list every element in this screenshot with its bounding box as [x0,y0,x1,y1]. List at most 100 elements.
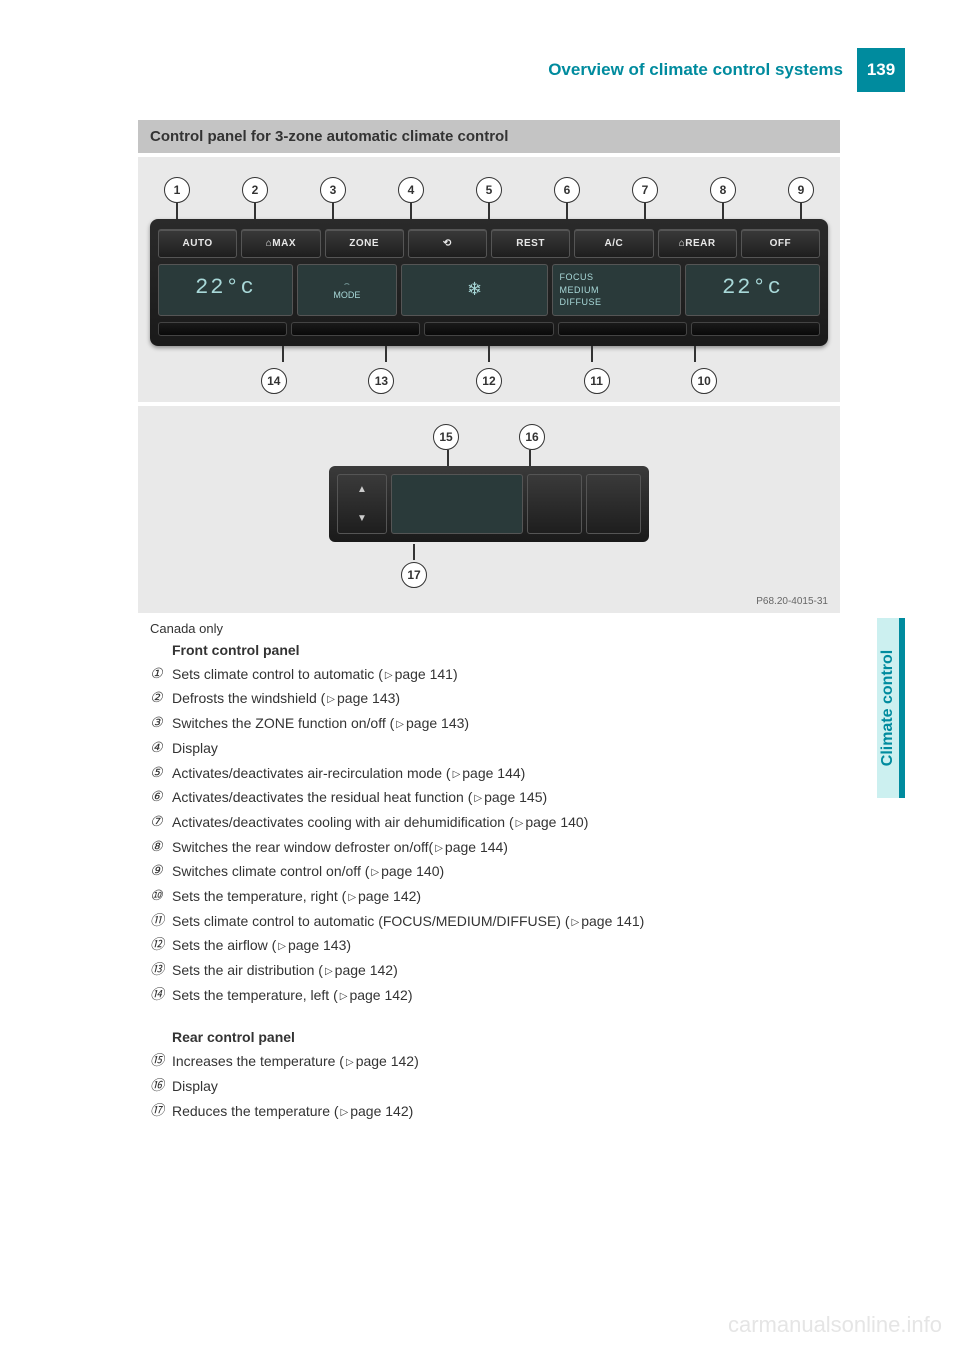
rear-defrost-button: ⌂REAR [658,229,737,258]
callout-7: 7 [632,177,658,203]
callout-9: 9 [788,177,814,203]
list-item: ⑤Activates/deactivates air-recirculation… [150,763,840,785]
list-item: ④Display [150,738,840,760]
rear-top-leads [150,450,828,466]
mode-icon: ⌢ [300,278,394,290]
top-callout-row: 1 2 3 4 5 6 7 8 9 [150,177,828,203]
list-item: ⑮Increases the temperature (▷page 142) [150,1051,840,1073]
page-number: 139 [857,48,905,92]
button-row: AUTO ⌂MAX ZONE ⟲ REST A/C ⌂REAR OFF [158,229,820,258]
item-number: ⑫ [150,935,172,957]
item-number: ⑧ [150,837,172,859]
callout-5: 5 [476,177,502,203]
item-number: ① [150,664,172,686]
item-text: Sets the air distribution (▷page 142) [172,960,398,982]
item-number: ⑬ [150,960,172,982]
item-number: ⑮ [150,1051,172,1073]
callout-16: 16 [519,424,545,450]
item-text: Switches the ZONE function on/off (▷page… [172,713,469,735]
chapter-tab: Climate control [877,618,905,798]
watermark: carmanualsonline.info [728,1312,942,1338]
list-item: ⑥Activates/deactivates the residual heat… [150,787,840,809]
section-heading: Control panel for 3-zone automatic clima… [138,120,840,153]
mode-label: MODE [300,290,394,302]
item-text: Sets the temperature, right (▷page 142) [172,886,421,908]
callout-13: 13 [368,368,394,394]
callout-11: 11 [584,368,610,394]
zone-button: ZONE [325,229,404,258]
list-item: ⑩Sets the temperature, right (▷page 142) [150,886,840,908]
callout-10: 10 [691,368,717,394]
list-item: ⑰Reduces the temperature (▷page 142) [150,1101,840,1123]
auto-button: AUTO [158,229,237,258]
slot-row [158,322,820,336]
list-item: ⑭Sets the temperature, left (▷page 142) [150,985,840,1007]
list-item: ⑨Switches climate control on/off (▷page … [150,861,840,883]
item-number: ⑤ [150,763,172,785]
rear-control-panel: ▲▼ [329,466,649,542]
item-number: ④ [150,738,172,760]
item-text: Sets climate control to automatic (FOCUS… [172,911,644,933]
rear-side-button [586,474,641,534]
rear-side-button [527,474,582,534]
list-item: ⑧Switches the rear window defroster on/o… [150,837,840,859]
rear-bottom-callout: 17 [150,562,828,588]
list-item: ⑫Sets the airflow (▷page 143) [150,935,840,957]
center-display: ❄ [401,264,549,316]
rear-temp-rocker: ▲▼ [337,474,387,534]
callout-15: 15 [433,424,459,450]
right-temp-display: 22°c [685,264,820,316]
item-number: ⑦ [150,812,172,834]
item-text: Switches the rear window defroster on/of… [172,837,508,859]
list-item: ⑪Sets climate control to automatic (FOCU… [150,911,840,933]
rear-panel-heading: Rear control panel [172,1029,840,1045]
item-text: Activates/deactivates cooling with air d… [172,812,588,834]
callout-6: 6 [554,177,580,203]
rear-panel-figure: 15 16 ▲▼ 17 P68.20-4015-31 [138,406,840,613]
front-panel-heading: Front control panel [172,642,840,658]
item-number: ⑩ [150,886,172,908]
display-row: 22°c ⌢ MODE ❄ FOCUS MEDIUM DIFFUSE 22°c [158,264,820,316]
item-text: Increases the temperature (▷page 142) [172,1051,419,1073]
focus-display: FOCUS MEDIUM DIFFUSE [552,264,681,316]
recirculation-button: ⟲ [408,229,487,258]
front-panel-list: ①Sets climate control to automatic (▷pag… [150,664,840,1007]
page-header: Overview of climate control systems 139 [0,48,905,92]
rear-top-callouts: 15 16 [150,424,828,450]
item-text: Reduces the temperature (▷page 142) [172,1101,413,1123]
rest-button: REST [491,229,570,258]
rear-panel-list: ⑮Increases the temperature (▷page 142)⑯D… [150,1051,840,1122]
callout-8: 8 [710,177,736,203]
callout-12: 12 [476,368,502,394]
item-text: Defrosts the windshield (▷page 143) [172,688,400,710]
callout-3: 3 [320,177,346,203]
rear-bottom-lead [150,544,828,560]
top-leads [150,203,828,219]
item-text: Sets the temperature, left (▷page 142) [172,985,413,1007]
callout-1: 1 [164,177,190,203]
item-text: Display [172,738,218,760]
front-panel-figure: 1 2 3 4 5 6 7 8 9 AUTO ⌂MAX ZONE ⟲ REST … [138,157,840,402]
item-number: ⑪ [150,911,172,933]
figure-caption: Canada only [150,621,840,636]
item-number: ③ [150,713,172,735]
list-item: ⑬Sets the air distribution (▷page 142) [150,960,840,982]
item-text: Activates/deactivates the residual heat … [172,787,547,809]
left-temp-display: 22°c [158,264,293,316]
item-text: Sets the airflow (▷page 143) [172,935,351,957]
list-item: ②Defrosts the windshield (▷page 143) [150,688,840,710]
front-control-panel: AUTO ⌂MAX ZONE ⟲ REST A/C ⌂REAR OFF 22°c… [150,219,828,346]
item-number: ⑭ [150,985,172,1007]
bottom-callout-row: 14 13 12 11 10 [150,368,828,394]
bottom-leads [150,346,828,362]
item-number: ② [150,688,172,710]
list-item: ③Switches the ZONE function on/off (▷pag… [150,713,840,735]
item-number: ⑥ [150,787,172,809]
figure-code: P68.20-4015-31 [150,596,828,607]
item-text: Display [172,1076,218,1098]
ac-button: A/C [574,229,653,258]
mode-display: ⌢ MODE [297,264,397,316]
callout-4: 4 [398,177,424,203]
content-area: Control panel for 3-zone automatic clima… [138,120,840,1122]
callout-14: 14 [261,368,287,394]
